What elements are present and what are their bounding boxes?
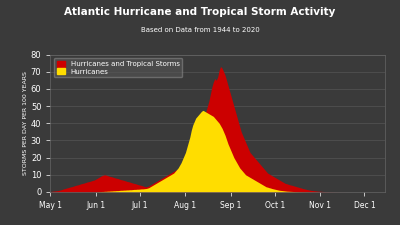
Y-axis label: STORMS PER DAY PER 100 YEARS: STORMS PER DAY PER 100 YEARS [23, 71, 28, 175]
Text: Based on Data from 1944 to 2020: Based on Data from 1944 to 2020 [141, 27, 259, 33]
Legend: Hurricanes and Tropical Storms, Hurricanes: Hurricanes and Tropical Storms, Hurrican… [54, 58, 182, 77]
Text: Atlantic Hurricane and Tropical Storm Activity: Atlantic Hurricane and Tropical Storm Ac… [64, 7, 336, 17]
